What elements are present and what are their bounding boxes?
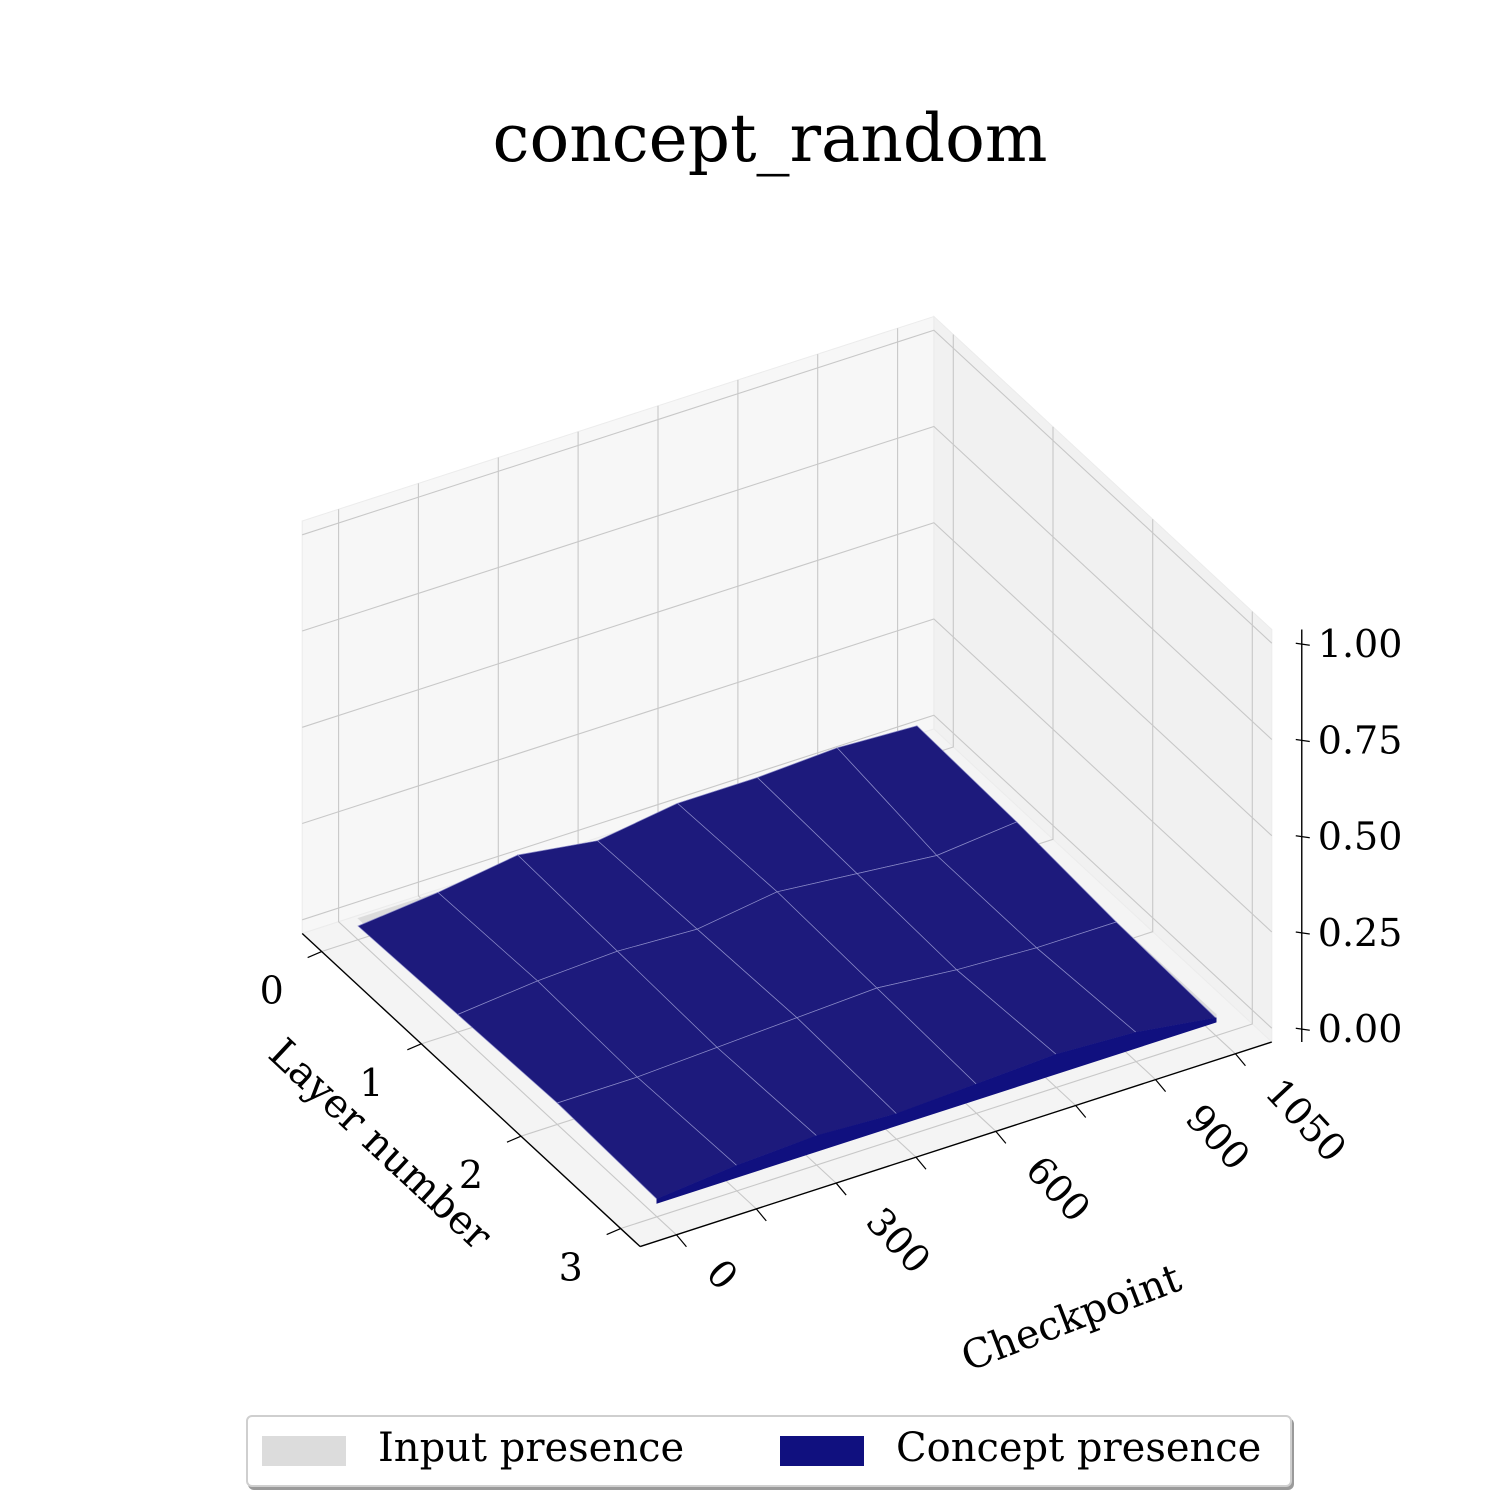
z-tick-mark xyxy=(1295,1027,1310,1031)
y-tick-mark xyxy=(1155,1079,1167,1093)
y-tick-label: 0 xyxy=(698,1251,747,1299)
x-tick-label: 0 xyxy=(260,969,284,1013)
z-tick-label: 0.00 xyxy=(1318,1007,1403,1051)
y-tick-mark xyxy=(915,1156,927,1170)
legend-swatch-input xyxy=(262,1436,346,1466)
y-tick-mark xyxy=(675,1234,687,1248)
y-tick-mark xyxy=(1075,1105,1087,1118)
grid-z-0.5 xyxy=(302,522,1273,837)
y-tick-mark xyxy=(995,1130,1007,1144)
x-tick-label: 3 xyxy=(559,1246,583,1290)
z-tick-label: 0.50 xyxy=(1318,815,1403,859)
z-tick-label: 0.25 xyxy=(1318,911,1403,955)
surfaces xyxy=(357,725,1217,1204)
x-tick-mark xyxy=(606,1227,621,1236)
z-tick-mark xyxy=(1295,931,1310,935)
y-tick-mark xyxy=(755,1208,767,1222)
surface-front-face xyxy=(656,1017,1217,1204)
x-axis-line xyxy=(301,933,641,1248)
grid-checkpoint-0 xyxy=(338,509,677,1236)
grid-z-0.75 xyxy=(302,425,1273,740)
grid-z-0 xyxy=(302,714,1273,1029)
x-tick-mark xyxy=(307,950,322,959)
legend-label-concept: Concept presence xyxy=(896,1425,1262,1471)
legend: Input presence Concept presence xyxy=(246,1415,1292,1487)
y-tick-label: 300 xyxy=(858,1199,940,1282)
y-tick-label: 900 xyxy=(1177,1096,1259,1179)
axis-lines xyxy=(301,629,1303,1248)
y-tick-mark xyxy=(835,1182,847,1196)
z-tick-label: 0.75 xyxy=(1318,718,1403,762)
z-tick-label: 1.00 xyxy=(1318,622,1403,666)
z-tick-mark xyxy=(1295,738,1310,743)
y-tick-label: 600 xyxy=(1017,1147,1099,1230)
y-tick-label: 1050 xyxy=(1257,1070,1355,1171)
z-tick-mark xyxy=(1295,835,1310,839)
x-tick-label: 1 xyxy=(359,1061,383,1105)
x-tick-mark xyxy=(506,1135,522,1143)
legend-swatch-concept xyxy=(780,1436,864,1466)
z-tick-mark xyxy=(1295,642,1310,646)
grid-layer-3 xyxy=(620,611,1253,1230)
x-tick-label: 2 xyxy=(459,1153,483,1197)
chart-title: concept_random xyxy=(492,100,1048,177)
surface-concept xyxy=(357,725,1217,1204)
y-axis-line xyxy=(639,1041,1272,1248)
grid-z-1 xyxy=(302,329,1273,644)
y-tick-mark xyxy=(1234,1053,1246,1067)
y-axis-label: Checkpoint xyxy=(955,1255,1187,1381)
legend-label-input: Input presence xyxy=(378,1425,685,1471)
grid-z-0.25 xyxy=(302,618,1273,933)
x-tick-mark xyxy=(407,1043,422,1051)
